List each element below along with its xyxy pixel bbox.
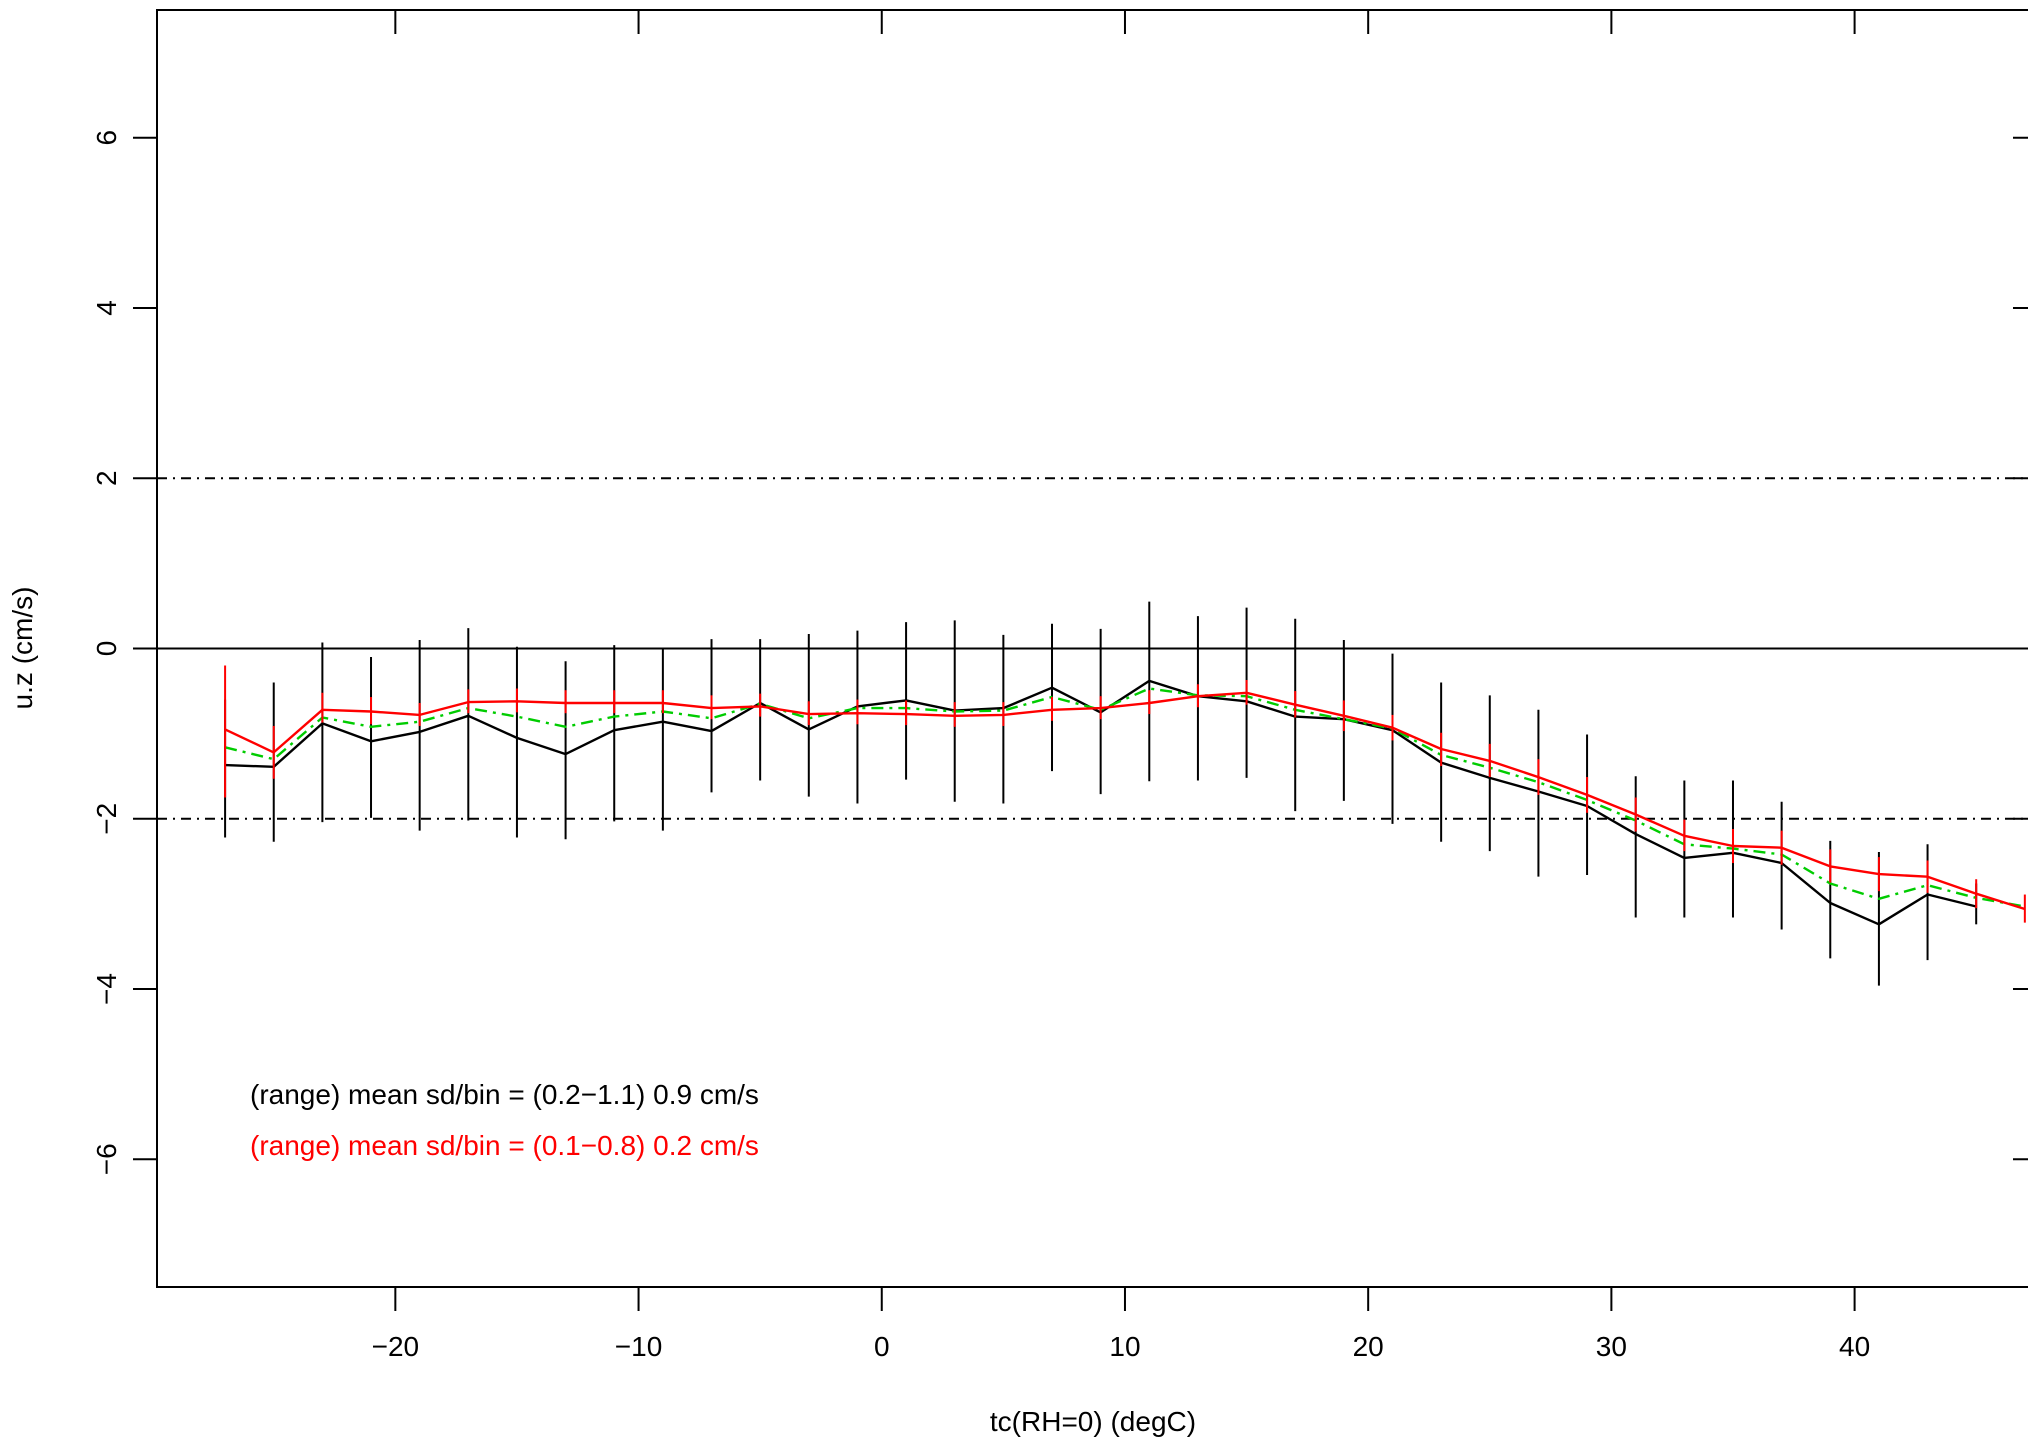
y-tick-label: −6 (91, 1143, 122, 1175)
annotation-red: (range) mean sd/bin = (0.1−0.8) 0.2 cm/s (250, 1130, 759, 1161)
x-tick-label: 30 (1596, 1331, 1627, 1362)
y-tick-label: 6 (91, 130, 122, 146)
x-tick-label: −10 (615, 1331, 663, 1362)
y-tick-label: −2 (91, 803, 122, 835)
series-layer (224, 601, 2026, 986)
y-tick-label: 4 (91, 300, 122, 316)
reference-lines (157, 477, 2028, 820)
annotation-black: (range) mean sd/bin = (0.2−1.1) 0.9 cm/s (250, 1079, 759, 1110)
x-tick-label: −20 (372, 1331, 420, 1362)
y-tick-label: 2 (91, 470, 122, 486)
x-tick-label: 10 (1109, 1331, 1140, 1362)
y-axis-label: u.z (cm/s) (7, 587, 38, 710)
y-tick-label: 0 (91, 641, 122, 657)
x-axis-label: tc(RH=0) (degC) (990, 1406, 1196, 1437)
x-tick-label: 40 (1839, 1331, 1870, 1362)
x-tick-label: 0 (874, 1331, 890, 1362)
x-tick-label: 20 (1353, 1331, 1384, 1362)
y-tick-label: −4 (91, 973, 122, 1005)
series-line-2 (224, 691, 2026, 911)
